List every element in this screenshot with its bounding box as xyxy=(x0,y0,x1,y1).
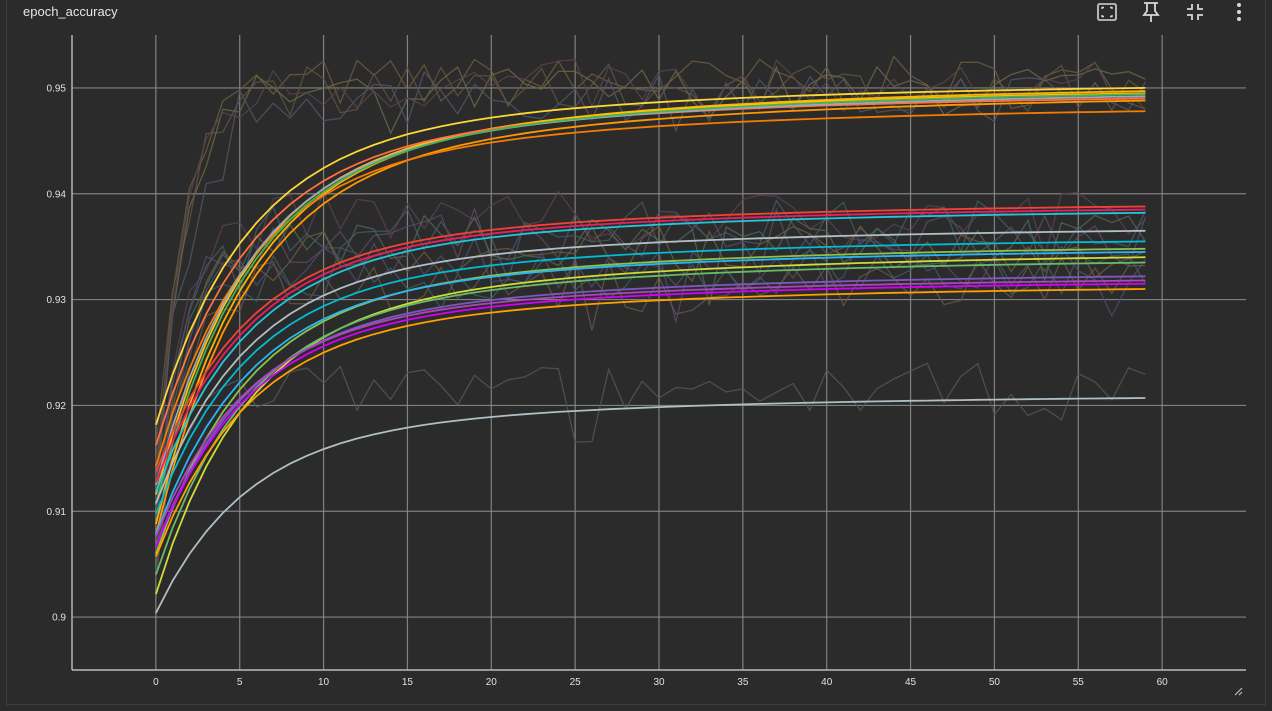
x-tick-label: 50 xyxy=(989,677,1001,688)
series-line xyxy=(155,247,1146,555)
series-line xyxy=(155,240,1146,515)
series-line xyxy=(155,90,1146,525)
series-line xyxy=(155,282,1146,547)
x-tick-label: 40 xyxy=(821,677,833,688)
noisy-series-line xyxy=(155,190,1146,501)
series-line xyxy=(155,208,1146,483)
noisy-series-line xyxy=(155,224,1146,560)
y-tick-label: 0.93 xyxy=(47,295,67,306)
chart-card: epoch_accuracy xyxy=(6,0,1266,705)
x-tick-label: 10 xyxy=(318,677,330,688)
fit-domain-icon xyxy=(1097,3,1117,21)
x-tick-label: 35 xyxy=(737,677,749,688)
more-vert-icon xyxy=(1237,3,1241,21)
noisy-series-line xyxy=(155,214,1146,525)
series-line xyxy=(155,288,1146,557)
series-line xyxy=(155,95,1146,486)
series-line xyxy=(155,99,1146,535)
series-line xyxy=(155,397,1146,614)
x-tick-label: 30 xyxy=(653,677,665,688)
pin-icon xyxy=(1142,2,1160,22)
x-tick-label: 55 xyxy=(1073,677,1085,688)
series-line xyxy=(155,93,1146,505)
noisy-series-line xyxy=(155,362,1146,509)
series-line xyxy=(155,256,1146,595)
y-tick-label: 0.9 xyxy=(52,613,66,624)
series-line xyxy=(155,279,1146,537)
series-line xyxy=(155,205,1146,473)
y-tick-label: 0.94 xyxy=(47,189,67,200)
series-line xyxy=(155,251,1146,535)
noisy-series-line xyxy=(155,63,1146,445)
x-tick-label: 15 xyxy=(402,677,414,688)
more-options-button[interactable] xyxy=(1227,0,1251,24)
x-tick-label: 60 xyxy=(1157,677,1169,688)
series-line xyxy=(155,110,1146,467)
resize-handle-icon[interactable] xyxy=(1233,686,1243,696)
x-tick-label: 20 xyxy=(486,677,498,688)
series-line xyxy=(155,261,1146,576)
x-tick-label: 45 xyxy=(905,677,917,688)
series-line xyxy=(155,229,1146,504)
fit-domain-button[interactable] xyxy=(1095,0,1119,24)
x-tick-label: 5 xyxy=(237,677,243,688)
y-tick-label: 0.95 xyxy=(47,83,67,94)
chart-toolbar xyxy=(1095,0,1251,24)
noisy-series-line xyxy=(155,70,1146,504)
pin-button[interactable] xyxy=(1139,0,1163,24)
collapse-icon xyxy=(1187,4,1203,20)
series-line xyxy=(155,211,1146,493)
y-tick-label: 0.92 xyxy=(47,401,67,412)
x-tick-label: 0 xyxy=(153,677,159,688)
collapse-button[interactable] xyxy=(1183,0,1207,24)
x-tick-label: 25 xyxy=(570,677,582,688)
y-tick-label: 0.91 xyxy=(47,507,67,518)
chart-title: epoch_accuracy xyxy=(23,4,118,19)
series-line xyxy=(155,87,1146,426)
